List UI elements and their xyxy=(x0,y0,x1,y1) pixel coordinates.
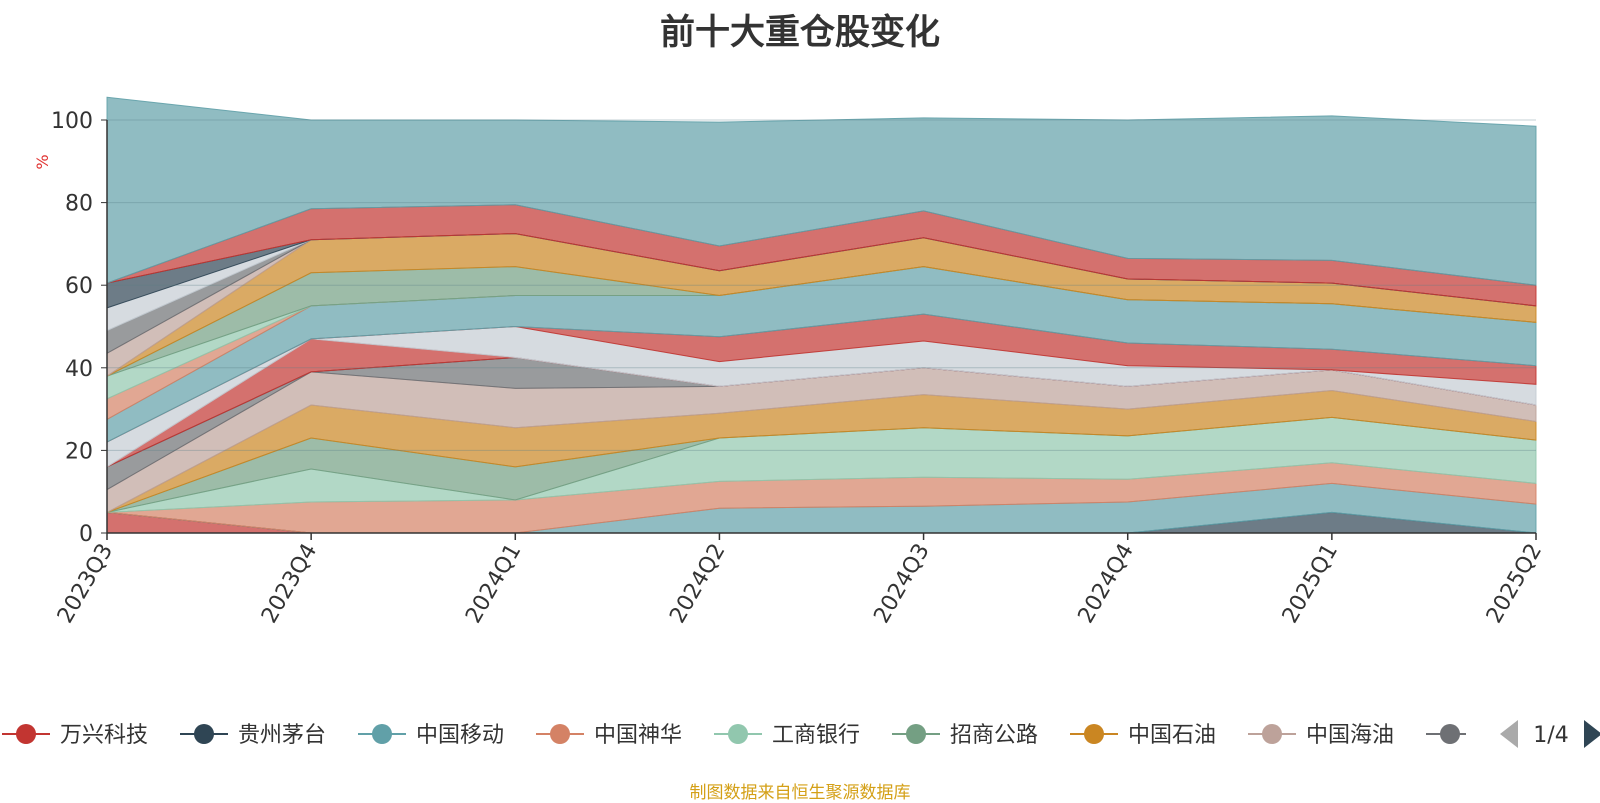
area-layers xyxy=(106,96,1537,534)
legend-item[interactable]: 中国石油 xyxy=(1070,723,1216,748)
legend-label: 中国移动 xyxy=(416,723,504,748)
y-tick-label: 20 xyxy=(65,439,93,464)
x-tick-label: 2024Q4 xyxy=(1074,540,1139,628)
legend-pager-backdrop xyxy=(1466,715,1600,755)
legend-item[interactable]: 工商银行 xyxy=(714,723,860,748)
legend-marker xyxy=(906,724,926,744)
x-tick-label: 2025Q1 xyxy=(1278,540,1343,628)
legend-label: 万兴科技 xyxy=(60,723,148,748)
legend-marker xyxy=(728,724,748,744)
chart-title: 前十大重仓股变化 xyxy=(659,13,940,53)
legend-marker xyxy=(194,724,214,744)
legend-item[interactable]: 中国海油 xyxy=(1248,723,1394,748)
legend-label: 中国石油 xyxy=(1128,723,1216,748)
legend-item[interactable]: 贵州茅台 xyxy=(180,723,326,748)
legend-label: 中国神华 xyxy=(594,723,682,748)
x-tick-label: 2023Q3 xyxy=(53,540,118,628)
legend-page-indicator: 1/4 xyxy=(1533,723,1568,748)
y-tick-label: 100 xyxy=(51,109,93,134)
legend-marker xyxy=(16,724,36,744)
legend-label: 贵州茅台 xyxy=(238,723,326,748)
prev-page-icon[interactable] xyxy=(1500,720,1518,748)
y-tick-label: 40 xyxy=(65,357,93,382)
legend-marker xyxy=(372,724,392,744)
legend-item[interactable]: 中国神华 xyxy=(536,723,682,748)
legend-marker xyxy=(1084,724,1104,744)
legend-marker xyxy=(550,724,570,744)
legend-marker xyxy=(1262,724,1282,744)
y-tick-label: 60 xyxy=(65,274,93,299)
next-page-icon[interactable] xyxy=(1584,720,1600,748)
legend-label: 工商银行 xyxy=(772,723,860,748)
area-series-24 xyxy=(106,96,1537,286)
legend-item[interactable]: 招商公路 xyxy=(892,723,1038,748)
source-note: 制图数据来自恒生聚源数据库 xyxy=(689,783,911,803)
x-tick-label: 2024Q3 xyxy=(869,540,934,628)
grid-lines xyxy=(107,119,1536,451)
y-axis-unit-label: % xyxy=(33,154,52,169)
legend-item[interactable]: 中国移动 xyxy=(358,723,504,748)
y-tick-label: 0 xyxy=(79,522,93,547)
y-tick-label: 80 xyxy=(65,192,93,217)
legend-item[interactable]: 万兴科技 xyxy=(2,723,148,748)
x-tick-label: 2024Q2 xyxy=(665,540,730,628)
legend-label: 中国海油 xyxy=(1306,723,1394,748)
legend-label: 招商公路 xyxy=(950,723,1038,748)
x-tick-label: 2025Q2 xyxy=(1482,540,1547,628)
legend-marker xyxy=(1440,724,1460,744)
legend: 万兴科技贵州茅台中国移动中国神华工商银行招商公路中国石油中国海油洋1/4 xyxy=(2,715,1600,755)
x-tick-label: 2024Q1 xyxy=(461,540,526,628)
x-tick-label: 2023Q4 xyxy=(257,540,322,628)
